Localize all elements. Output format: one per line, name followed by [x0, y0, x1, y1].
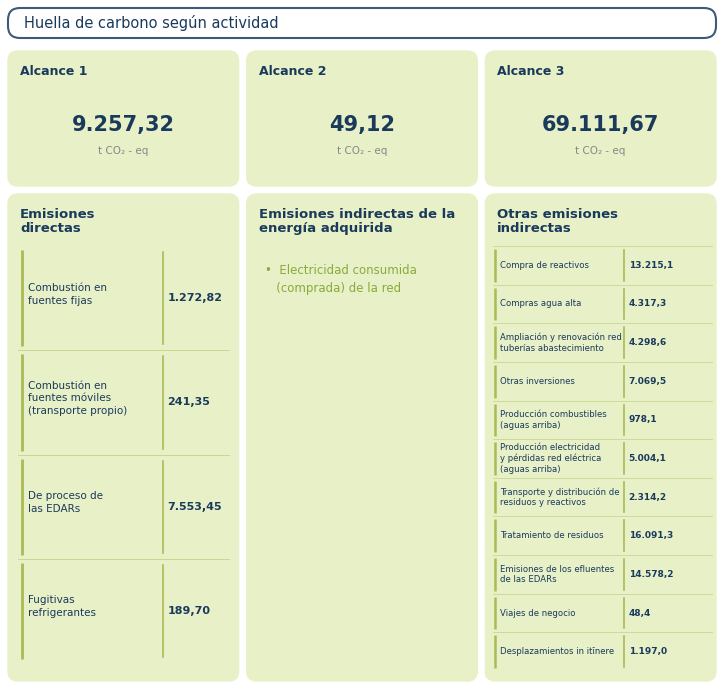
Text: Combustión en
fuentes móviles
(transporte propio): Combustión en fuentes móviles (transport…: [28, 380, 127, 416]
Text: Alcance 1: Alcance 1: [20, 65, 88, 78]
FancyBboxPatch shape: [8, 8, 716, 38]
Text: Fugitivas
refrigerantes: Fugitivas refrigerantes: [28, 595, 96, 618]
FancyBboxPatch shape: [8, 194, 239, 681]
Text: Alcance 2: Alcance 2: [258, 65, 327, 78]
Text: 978,1: 978,1: [628, 415, 657, 424]
Text: 1.272,82: 1.272,82: [167, 293, 222, 303]
FancyBboxPatch shape: [8, 51, 239, 186]
Text: 1.197,0: 1.197,0: [628, 647, 667, 656]
Text: Alcance 3: Alcance 3: [497, 65, 565, 78]
Text: Desplazamientos in itĭnere: Desplazamientos in itĭnere: [500, 647, 615, 656]
Text: 2.314,2: 2.314,2: [628, 493, 667, 502]
Text: Huella de carbono según actividad: Huella de carbono según actividad: [24, 15, 279, 31]
Text: 49,12: 49,12: [329, 115, 395, 135]
Text: Emisiones indirectas de la: Emisiones indirectas de la: [258, 208, 455, 221]
Text: t CO₂ - eq: t CO₂ - eq: [98, 146, 148, 156]
Text: 69.111,67: 69.111,67: [542, 115, 660, 135]
Text: 14.578,2: 14.578,2: [628, 570, 673, 579]
Text: 189,70: 189,70: [167, 606, 211, 616]
Text: 48,4: 48,4: [628, 608, 651, 617]
Text: Viajes de negocio: Viajes de negocio: [500, 608, 576, 617]
Text: 13.215,1: 13.215,1: [628, 261, 673, 270]
Text: 4.317,3: 4.317,3: [628, 300, 667, 309]
Text: 241,35: 241,35: [167, 398, 211, 407]
Text: Tratamiento de residuos: Tratamiento de residuos: [500, 531, 604, 540]
FancyBboxPatch shape: [485, 194, 716, 681]
Text: Emisiones: Emisiones: [20, 208, 96, 221]
Text: Combustión en
fuentes fijas: Combustión en fuentes fijas: [28, 282, 107, 305]
Text: t CO₂ - eq: t CO₂ - eq: [337, 146, 387, 156]
Text: directas: directas: [20, 222, 81, 235]
Text: Otras inversiones: Otras inversiones: [500, 377, 575, 386]
Text: 4.298,6: 4.298,6: [628, 338, 667, 347]
FancyBboxPatch shape: [485, 51, 716, 186]
Text: Ampliación y renovación red
tuberías abastecimiento: Ampliación y renovación red tuberías aba…: [500, 333, 622, 353]
Text: indirectas: indirectas: [497, 222, 572, 235]
Text: t CO₂ - eq: t CO₂ - eq: [576, 146, 626, 156]
Text: Emisiones de los efluentes
de las EDARs: Emisiones de los efluentes de las EDARs: [500, 565, 615, 584]
Text: Producción electricidad
y pérdidas red eléctrica
(aguas arriba): Producción electricidad y pérdidas red e…: [500, 443, 602, 474]
Text: 5.004,1: 5.004,1: [628, 454, 667, 463]
Text: Producción combustibles
(aguas arriba): Producción combustibles (aguas arriba): [500, 410, 607, 429]
Text: 7.553,45: 7.553,45: [167, 502, 222, 512]
Text: Otras emisiones: Otras emisiones: [497, 208, 618, 221]
Text: energía adquirida: energía adquirida: [258, 222, 392, 235]
Text: 16.091,3: 16.091,3: [628, 531, 673, 540]
Text: 7.069,5: 7.069,5: [628, 377, 667, 386]
Text: Transporte y distribución de
residuos y reactivos: Transporte y distribución de residuos y …: [500, 487, 620, 507]
FancyBboxPatch shape: [247, 51, 477, 186]
Text: •  Electricidad consumida
   (comprada) de la red: • Electricidad consumida (comprada) de l…: [265, 264, 416, 295]
Text: De proceso de
las EDARs: De proceso de las EDARs: [28, 491, 103, 514]
Text: 9.257,32: 9.257,32: [72, 115, 174, 135]
Text: Compras agua alta: Compras agua alta: [500, 300, 581, 309]
FancyBboxPatch shape: [247, 194, 477, 681]
Text: Compra de reactivos: Compra de reactivos: [500, 261, 589, 270]
